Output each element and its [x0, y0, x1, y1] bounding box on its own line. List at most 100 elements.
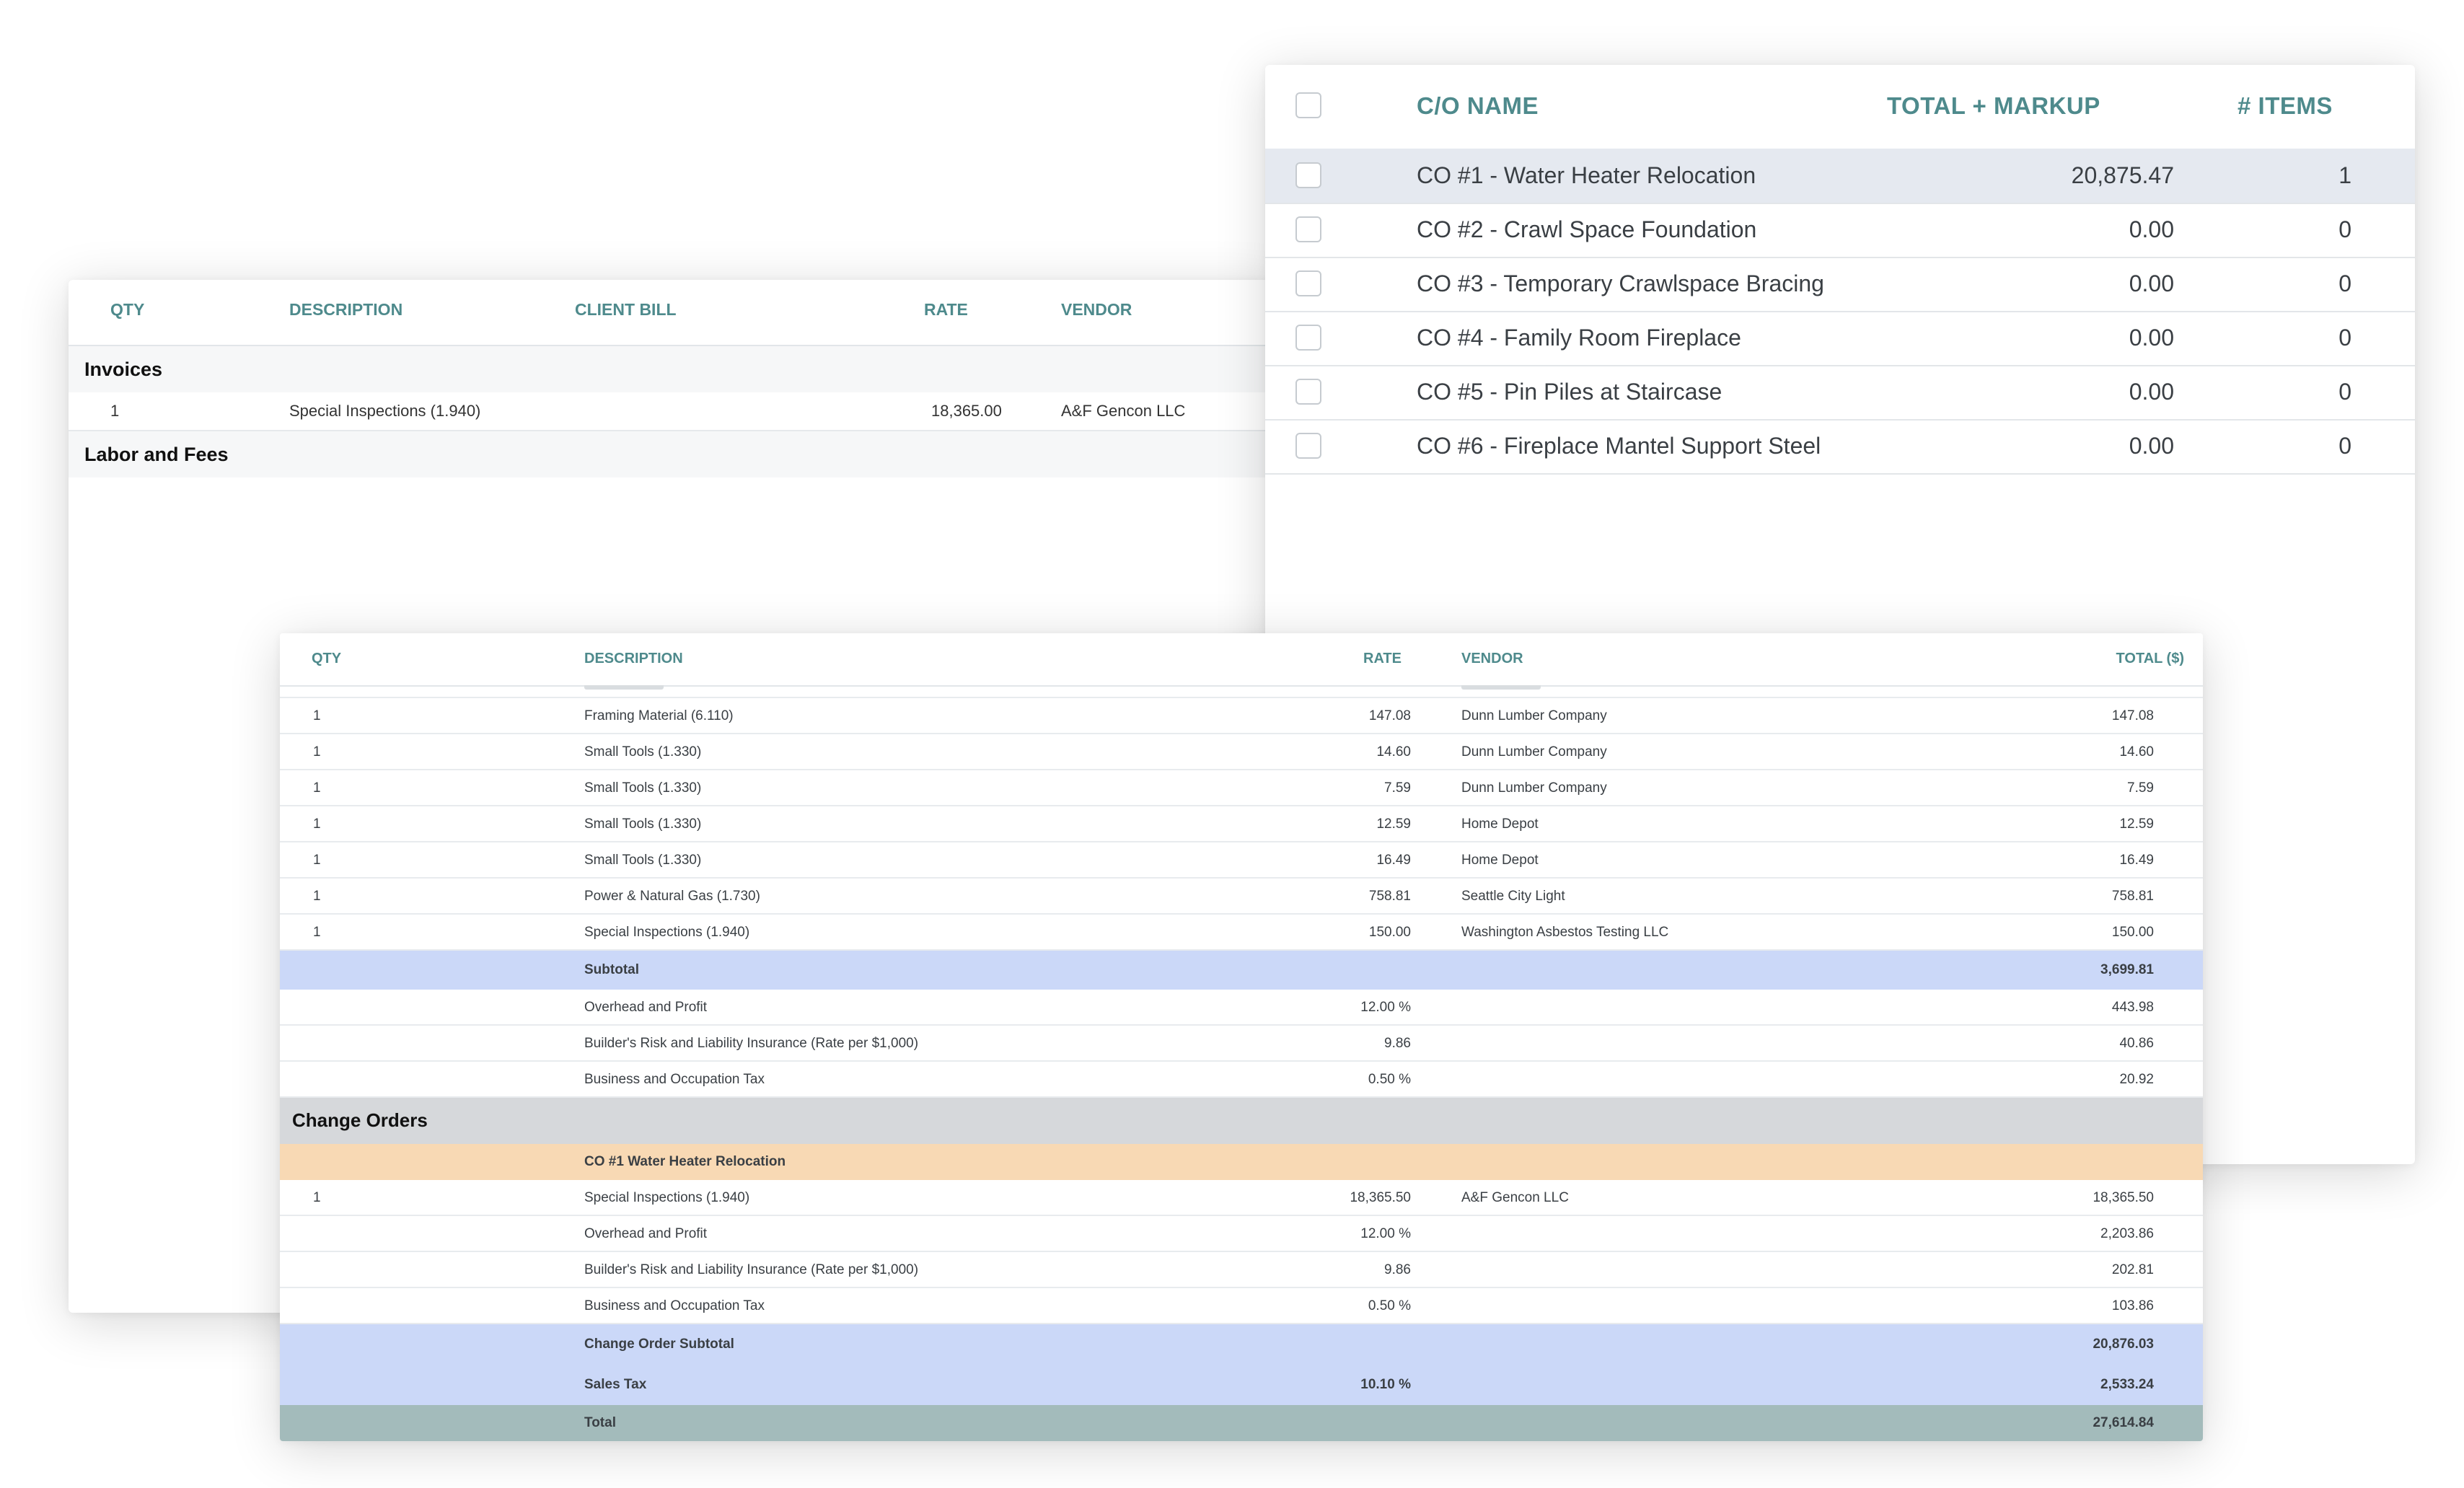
table-row[interactable]: 1 Power & Natural Gas (1.730) 758.81 Sea…	[280, 879, 2203, 915]
description-cell: Overhead and Profit	[584, 1000, 708, 1015]
total-cell: 7.59	[2127, 780, 2154, 796]
description-cell: Special Inspections (1.940)	[289, 402, 481, 420]
description-cell: Small Tools (1.330)	[584, 780, 702, 796]
change-order-group-title: CO #1 Water Heater Relocation	[584, 1154, 786, 1169]
change-order-row[interactable]: CO #2 - Crawl Space Foundation 0.00 0	[1265, 203, 2415, 258]
col-rate[interactable]: RATE	[1363, 651, 1402, 666]
col-description[interactable]: DESCRIPTION	[584, 651, 683, 666]
description-cell: Small Tools (1.330)	[584, 744, 702, 760]
col-qty[interactable]: QTY	[312, 651, 342, 666]
co-items: 1	[2338, 162, 2351, 188]
select-all-checkbox[interactable]	[1295, 92, 1321, 118]
co-name: CO #6 - Fireplace Mantel Support Steel	[1417, 433, 1821, 459]
col-total[interactable]: TOTAL ($)	[2116, 651, 2184, 666]
co-total: 0.00	[2129, 270, 2174, 296]
qty-cell: 1	[313, 744, 321, 760]
section-labor-and-fees: Labor and Fees	[69, 431, 1280, 477]
markup-row[interactable]: Overhead and Profit 12.00 % 443.98	[280, 990, 2203, 1026]
co-name: CO #3 - Temporary Crawlspace Bracing	[1417, 270, 1824, 296]
table-row[interactable]: 1 Special Inspections (1.940) 18,365.00 …	[69, 392, 1280, 431]
qty-cell: 1	[313, 853, 321, 868]
description-cell: Small Tools (1.330)	[584, 853, 702, 868]
col-co-name[interactable]: C/O NAME	[1417, 92, 1539, 119]
total-cell: 202.81	[2111, 1262, 2154, 1277]
rate-cell: 12.59	[1376, 816, 1411, 832]
row-checkbox[interactable]	[1295, 433, 1321, 459]
markup-row[interactable]: Builder's Risk and Liability Insurance (…	[280, 1026, 2203, 1062]
co-total: 0.00	[2129, 325, 2174, 351]
change-order-row[interactable]: CO #4 - Family Room Fireplace 0.00 0	[1265, 311, 2415, 366]
vendor-cell: Dunn Lumber Company	[1461, 744, 1607, 760]
total-cell: 20.92	[2119, 1072, 2154, 1087]
row-checkbox[interactable]	[1295, 162, 1321, 188]
rate-cell: 12.00 %	[1360, 1226, 1411, 1241]
grand-total-row: Total 27,614.84	[280, 1405, 2203, 1441]
total-cell: 2,203.86	[2100, 1226, 2154, 1241]
vendor-cell: A&F Gencon LLC	[1461, 1190, 1569, 1205]
vendor-cell: Dunn Lumber Company	[1461, 780, 1607, 796]
rate-cell: 18,365.50	[1350, 1190, 1411, 1205]
col-items[interactable]: # ITEMS	[2238, 92, 2333, 119]
rate-cell: 0.50 %	[1368, 1298, 1411, 1313]
col-client-bill[interactable]: CLIENT BILL	[575, 300, 677, 319]
vendor-cell: Dunn Lumber Company	[1461, 708, 1607, 723]
table-row[interactable]: 1 Special Inspections (1.940) 18,365.50 …	[280, 1180, 2203, 1216]
markup-row[interactable]: Builder's Risk and Liability Insurance (…	[280, 1252, 2203, 1288]
table-row[interactable]: 1 Framing Material (6.110) 147.08 Dunn L…	[280, 698, 2203, 734]
qty-cell: 1	[313, 889, 321, 904]
co-total: 20,875.47	[2071, 162, 2174, 188]
change-order-row[interactable]: CO #3 - Temporary Crawlspace Bracing 0.0…	[1265, 257, 2415, 312]
qty-cell: 1	[110, 402, 120, 420]
description-cell: Overhead and Profit	[584, 1226, 708, 1241]
total-cell: 103.86	[2111, 1298, 2154, 1313]
co-name: CO #2 - Crawl Space Foundation	[1417, 216, 1757, 242]
qty-cell: 1	[313, 816, 321, 832]
detail-table-header: QTY DESCRIPTION RATE VENDOR TOTAL ($)	[280, 633, 2203, 687]
rate-cell: 14.60	[1376, 744, 1411, 760]
col-vendor[interactable]: VENDOR	[1061, 300, 1132, 319]
co-items: 0	[2338, 379, 2351, 405]
table-row[interactable]: 1 Small Tools (1.330) 12.59 Home Depot 1…	[280, 806, 2203, 842]
total-cell: 150.00	[2111, 925, 2154, 940]
co-name: CO #4 - Family Room Fireplace	[1417, 325, 1741, 351]
table-row[interactable]: 1 Small Tools (1.330) 7.59 Dunn Lumber C…	[280, 770, 2203, 806]
table-row[interactable]: 1 Small Tools (1.330) 16.49 Home Depot 1…	[280, 842, 2203, 879]
row-checkbox[interactable]	[1295, 270, 1321, 296]
qty-cell: 1	[313, 780, 321, 796]
row-checkbox[interactable]	[1295, 379, 1321, 405]
change-orders-header: C/O NAME TOTAL + MARKUP # ITEMS	[1265, 65, 2415, 149]
change-order-row[interactable]: CO #6 - Fireplace Mantel Support Steel 0…	[1265, 419, 2415, 475]
table-row[interactable]: 1 Special Inspections (1.940) 150.00 Was…	[280, 915, 2203, 951]
detail-panel: QTY DESCRIPTION RATE VENDOR TOTAL ($) 1 …	[280, 633, 2203, 1441]
description-cell: Special Inspections (1.940)	[584, 925, 750, 940]
col-qty[interactable]: QTY	[110, 300, 145, 319]
co-total: 0.00	[2129, 379, 2174, 405]
subtotal-row: Subtotal 3,699.81	[280, 951, 2203, 990]
row-checkbox[interactable]	[1295, 325, 1321, 351]
grand-total-value: 27,614.84	[2093, 1415, 2154, 1430]
table-row[interactable]: 1 Small Tools (1.330) 14.60 Dunn Lumber …	[280, 734, 2203, 770]
change-order-subtotal-value: 20,876.03	[2093, 1337, 2154, 1352]
sales-tax-row: Sales Tax 10.10 % 2,533.24	[280, 1365, 2203, 1405]
change-order-row[interactable]: CO #5 - Pin Piles at Staircase 0.00 0	[1265, 365, 2415, 421]
markup-row[interactable]: Overhead and Profit 12.00 % 2,203.86	[280, 1216, 2203, 1252]
change-order-row[interactable]: CO #1 - Water Heater Relocation 20,875.4…	[1265, 149, 2415, 204]
section-title: Invoices	[84, 358, 163, 380]
col-vendor[interactable]: VENDOR	[1461, 651, 1523, 666]
row-checkbox[interactable]	[1295, 216, 1321, 242]
change-order-subtotal-row: Change Order Subtotal 20,876.03	[280, 1324, 2203, 1365]
markup-row[interactable]: Business and Occupation Tax 0.50 % 103.8…	[280, 1288, 2203, 1324]
co-items: 0	[2338, 270, 2351, 296]
vendor-cell: Seattle City Light	[1461, 889, 1565, 904]
description-cell: Small Tools (1.330)	[584, 816, 702, 832]
rate-cell: 9.86	[1384, 1036, 1411, 1051]
section-invoices: Invoices	[69, 346, 1280, 392]
sales-tax-label: Sales Tax	[584, 1377, 647, 1392]
markup-row[interactable]: Business and Occupation Tax 0.50 % 20.92	[280, 1062, 2203, 1098]
co-name: CO #1 - Water Heater Relocation	[1417, 162, 1756, 188]
col-description[interactable]: DESCRIPTION	[289, 300, 403, 319]
col-rate[interactable]: RATE	[924, 300, 968, 319]
description-cell: Builder's Risk and Liability Insurance (…	[584, 1036, 919, 1051]
change-order-group-row[interactable]: CO #1 Water Heater Relocation	[280, 1144, 2203, 1180]
col-total-markup[interactable]: TOTAL + MARKUP	[1887, 92, 2100, 119]
